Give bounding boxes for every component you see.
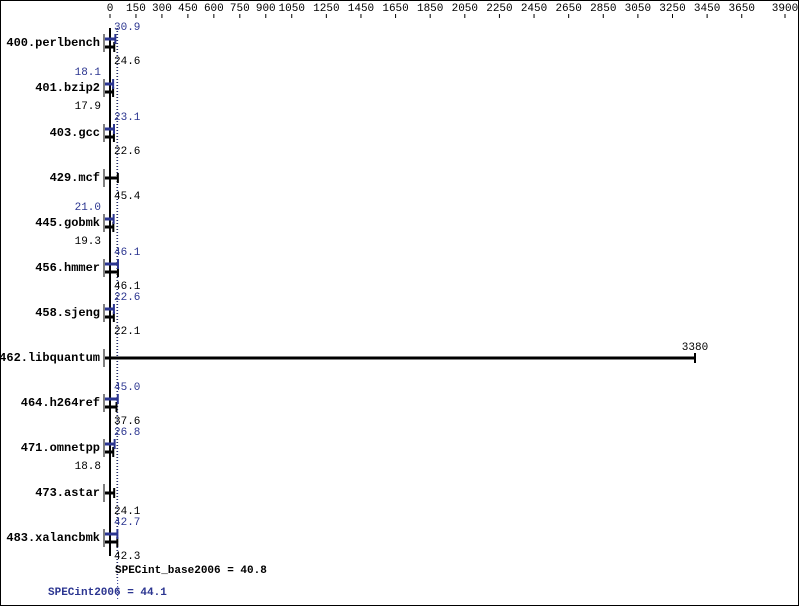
bar — [105, 442, 115, 446]
x-tick-label: 3900 — [772, 3, 798, 15]
value-label: 37.6 — [114, 416, 140, 428]
bar — [105, 37, 116, 41]
value-label: 18.8 — [75, 461, 101, 473]
x-tick-label: 2050 — [452, 3, 478, 15]
category-label: 464.h264ref — [21, 396, 100, 410]
bar — [105, 307, 114, 311]
x-tick-label: 1250 — [313, 3, 339, 15]
value-label: 24.6 — [114, 56, 140, 68]
bar — [105, 532, 118, 536]
value-label: 22.1 — [114, 326, 141, 338]
x-tick-label: 750 — [230, 3, 250, 15]
x-tick-label: 900 — [256, 3, 276, 15]
bar — [105, 45, 115, 49]
value-label: 22.6 — [114, 292, 140, 304]
category-label: 403.gcc — [50, 126, 100, 140]
value-label: 18.1 — [75, 67, 102, 79]
category-label: 456.hmmer — [35, 261, 100, 275]
bar — [105, 270, 118, 274]
value-label: 42.3 — [114, 551, 140, 563]
bar — [105, 315, 114, 319]
x-tick-label: 1450 — [348, 3, 374, 15]
x-tick-label: 1650 — [382, 3, 408, 15]
category-label: 400.perlbench — [6, 36, 100, 50]
x-tick-label: 600 — [204, 3, 224, 15]
x-tick-label: 0 — [107, 3, 114, 15]
value-label: 45.4 — [114, 191, 141, 203]
category-label: 458.sjeng — [35, 306, 100, 320]
x-tick-label: 3250 — [659, 3, 685, 15]
x-tick-label: 2450 — [521, 3, 547, 15]
bar — [105, 90, 114, 94]
x-tick-label: 2250 — [486, 3, 512, 15]
value-label: 24.1 — [114, 506, 141, 518]
base-metric-label: SPECint_base2006 = 40.8 — [115, 565, 267, 577]
bar — [105, 225, 114, 229]
x-tick-label: 3050 — [625, 3, 651, 15]
x-tick-label: 2850 — [590, 3, 616, 15]
bar — [105, 540, 118, 544]
value-label: 21.0 — [75, 202, 101, 214]
bar — [105, 135, 114, 139]
category-label: 473.astar — [35, 486, 100, 500]
bar — [105, 262, 118, 266]
value-label: 23.1 — [114, 112, 141, 124]
x-tick-label: 1850 — [417, 3, 443, 15]
category-label: 401.bzip2 — [35, 81, 100, 95]
bar — [105, 356, 695, 360]
value-label: 26.8 — [114, 427, 140, 439]
x-tick-label: 3450 — [694, 3, 720, 15]
value-label: 46.1 — [114, 247, 141, 259]
bar — [105, 397, 118, 401]
x-tick-label: 150 — [126, 3, 146, 15]
bar — [105, 176, 118, 180]
bar — [105, 405, 117, 409]
x-tick-label: 1050 — [279, 3, 305, 15]
category-label: 445.gobmk — [35, 216, 100, 230]
value-label: 17.9 — [75, 101, 101, 113]
x-tick-label: 3650 — [729, 3, 755, 15]
bar — [105, 82, 114, 86]
value-label: 22.6 — [114, 146, 140, 158]
category-label: 429.mcf — [50, 171, 100, 185]
value-label: 19.3 — [75, 236, 101, 248]
category-label: 483.xalancbmk — [6, 531, 100, 545]
value-label: 45.0 — [114, 382, 140, 394]
x-tick-label: 300 — [152, 3, 172, 15]
bar — [105, 450, 114, 454]
value-label: 30.9 — [114, 22, 140, 34]
x-tick-label: 2650 — [555, 3, 581, 15]
value-label: 46.1 — [114, 281, 141, 293]
peak-metric-label: SPECint2006 = 44.1 — [48, 587, 167, 599]
bar — [105, 491, 115, 495]
bar — [105, 217, 114, 221]
value-label: 42.7 — [114, 517, 140, 529]
x-tick-label: 450 — [178, 3, 198, 15]
bar — [105, 127, 114, 131]
category-label: 462.libquantum — [0, 351, 100, 365]
value-label: 3380 — [682, 342, 708, 354]
category-label: 471.omnetpp — [21, 441, 100, 455]
